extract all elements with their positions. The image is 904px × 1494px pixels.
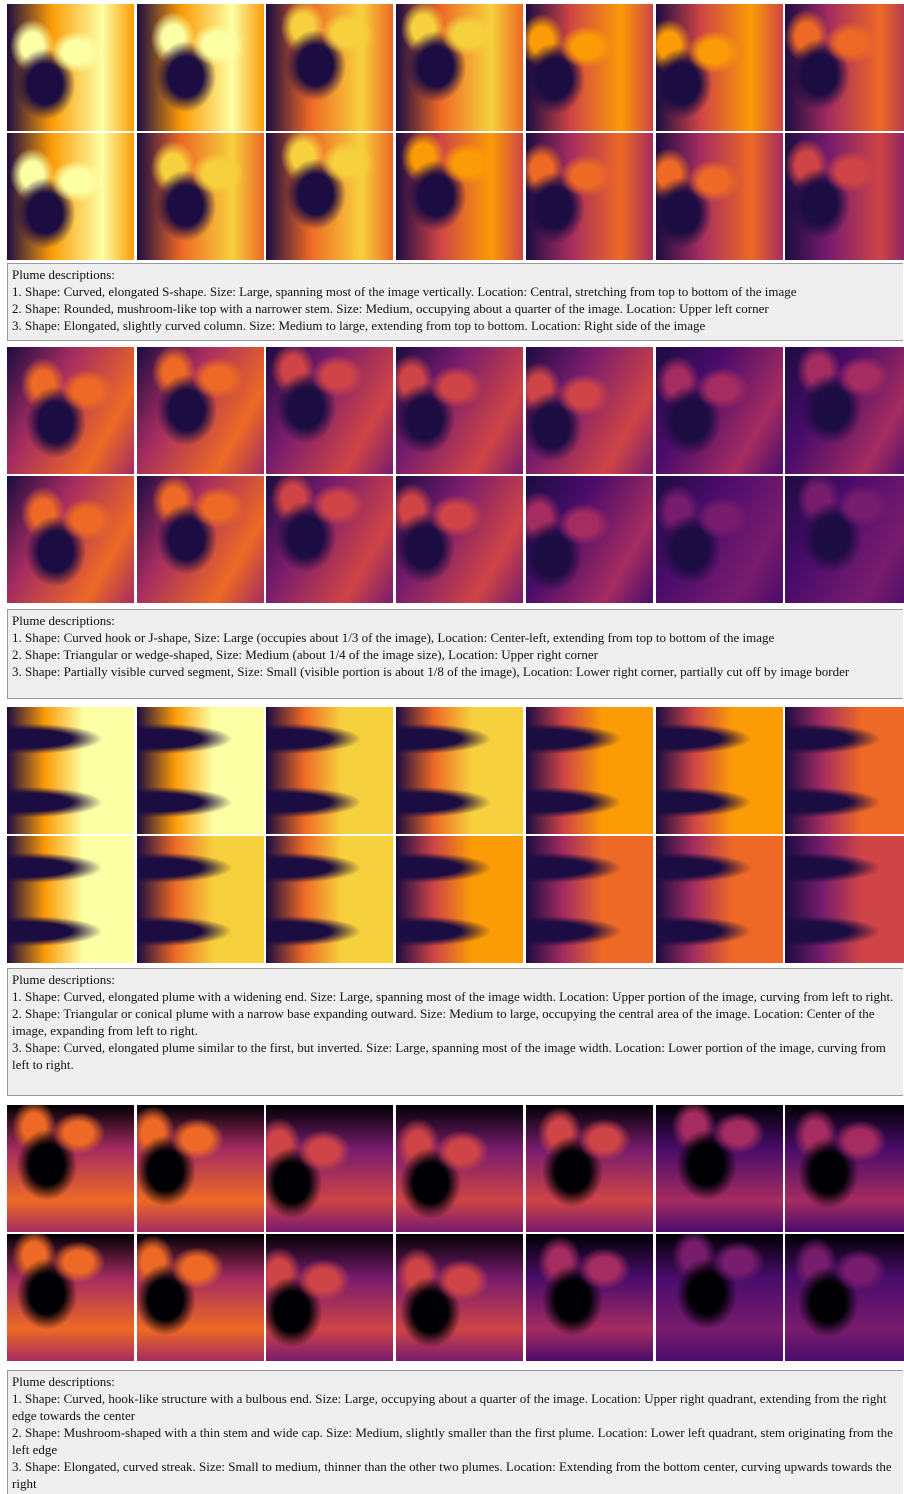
simulation-frame: [396, 347, 523, 474]
simulation-frame: [526, 836, 653, 963]
simulation-frame: [266, 4, 393, 131]
simulation-frame: [396, 4, 523, 131]
simulation-frame: [785, 476, 904, 603]
simulation-frame: [526, 347, 653, 474]
simulation-frame: [7, 133, 134, 260]
caption-line: 2. Shape: Rounded, mushroom-like top wit…: [12, 300, 899, 317]
simulation-frame: [137, 133, 264, 260]
simulation-frame: [266, 133, 393, 260]
caption-line: 2. Shape: Mushroom-shaped with a thin st…: [12, 1424, 899, 1458]
simulation-frame: [7, 707, 134, 834]
caption-heading: Plume descriptions:: [12, 266, 899, 283]
simulation-frame: [266, 476, 393, 603]
simulation-frame: [7, 1105, 134, 1232]
caption-line: 1. Shape: Curved, elongated S-shape. Siz…: [12, 283, 899, 300]
caption-line: 1. Shape: Curved, elongated plume with a…: [12, 988, 899, 1005]
simulation-frame: [266, 347, 393, 474]
simulation-frame: [656, 133, 783, 260]
simulation-frame: [137, 476, 264, 603]
simulation-frame: [656, 836, 783, 963]
simulation-frame: [137, 707, 264, 834]
plume-caption: Plume descriptions:1. Shape: Curved, elo…: [7, 263, 903, 341]
simulation-frame: [266, 707, 393, 834]
simulation-frame: [526, 4, 653, 131]
simulation-frame: [656, 1234, 783, 1361]
simulation-frame: [656, 4, 783, 131]
caption-line: 1. Shape: Curved, hook-like structure wi…: [12, 1390, 899, 1424]
simulation-frame: [266, 1234, 393, 1361]
caption-line: 2. Shape: Triangular or conical plume wi…: [12, 1005, 899, 1039]
simulation-frame: [266, 1105, 393, 1232]
simulation-frame: [7, 476, 134, 603]
figure-page: Plume descriptions:1. Shape: Curved, elo…: [0, 0, 904, 1494]
simulation-frame: [656, 476, 783, 603]
caption-line: 3. Shape: Elongated, curved streak. Size…: [12, 1458, 899, 1492]
simulation-frame: [526, 476, 653, 603]
simulation-frame: [785, 836, 904, 963]
plume-caption: Plume descriptions:1. Shape: Curved, hoo…: [7, 1370, 903, 1494]
simulation-frame: [137, 347, 264, 474]
simulation-frame: [785, 1234, 904, 1361]
simulation-frame: [656, 1105, 783, 1232]
simulation-frame: [7, 836, 134, 963]
simulation-frame: [7, 347, 134, 474]
simulation-frame: [396, 1105, 523, 1232]
simulation-frame: [396, 476, 523, 603]
simulation-frame: [396, 707, 523, 834]
simulation-frame: [526, 1105, 653, 1232]
simulation-frame: [526, 707, 653, 834]
simulation-frame: [526, 1234, 653, 1361]
simulation-frame: [785, 133, 904, 260]
simulation-frame: [137, 1105, 264, 1232]
simulation-frame: [396, 836, 523, 963]
simulation-frame: [656, 707, 783, 834]
simulation-frame: [396, 133, 523, 260]
simulation-frame: [785, 1105, 904, 1232]
plume-caption: Plume descriptions:1. Shape: Curved hook…: [7, 609, 903, 699]
simulation-frame: [7, 1234, 134, 1361]
caption-heading: Plume descriptions:: [12, 1373, 899, 1390]
caption-line: 3. Shape: Curved, elongated plume simila…: [12, 1039, 899, 1073]
caption-line: 2. Shape: Triangular or wedge-shaped, Si…: [12, 646, 899, 663]
simulation-frame: [785, 4, 904, 131]
simulation-frame: [137, 836, 264, 963]
caption-line: 3. Shape: Partially visible curved segme…: [12, 663, 899, 680]
simulation-frame: [7, 4, 134, 131]
simulation-frame: [526, 133, 653, 260]
plume-caption: Plume descriptions:1. Shape: Curved, elo…: [7, 968, 903, 1096]
caption-line: 1. Shape: Curved hook or J-shape, Size: …: [12, 629, 899, 646]
simulation-frame: [266, 836, 393, 963]
simulation-frame: [396, 1234, 523, 1361]
simulation-frame: [785, 707, 904, 834]
simulation-frame: [785, 347, 904, 474]
simulation-frame: [137, 4, 264, 131]
caption-line: 3. Shape: Elongated, slightly curved col…: [12, 317, 899, 334]
simulation-frame: [137, 1234, 264, 1361]
caption-heading: Plume descriptions:: [12, 971, 899, 988]
simulation-frame: [656, 347, 783, 474]
caption-heading: Plume descriptions:: [12, 612, 899, 629]
